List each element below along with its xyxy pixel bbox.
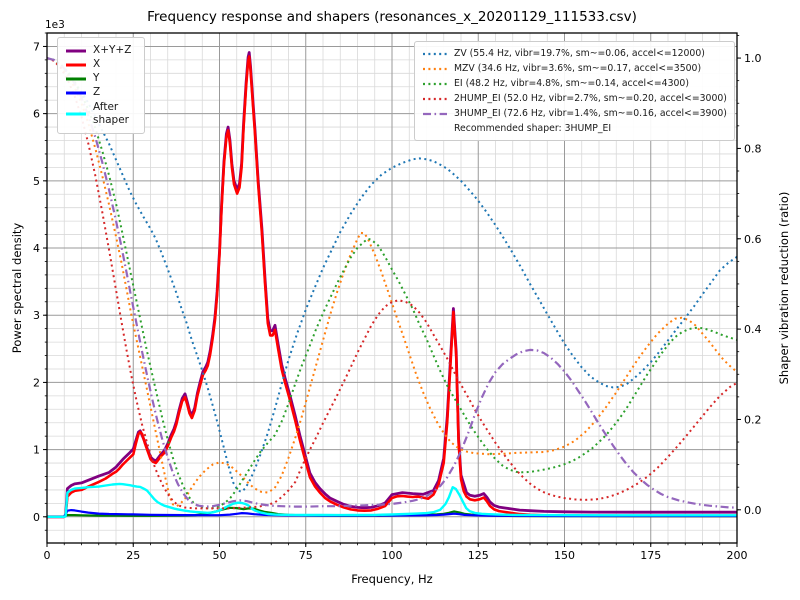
- legend-item-label: MZV (34.6 Hz, vibr=3.6%, sm~=0.17, accel…: [454, 62, 702, 74]
- y-left-offset-text: 1e3: [45, 19, 65, 31]
- legend-item: Y: [65, 72, 137, 85]
- svg-text:150: 150: [554, 549, 575, 562]
- svg-text:7: 7: [33, 40, 40, 53]
- legend-item: X+Y+Z: [65, 44, 137, 57]
- svg-text:0.6: 0.6: [744, 233, 762, 246]
- legend-line-sample-icon: [423, 82, 447, 85]
- series-2hump_ei: [47, 57, 737, 510]
- legend-item: ZV (55.4 Hz, vibr=19.7%, sm~=0.06, accel…: [422, 46, 727, 61]
- legend-item-label: ZV (55.4 Hz, vibr=19.7%, sm~=0.06, accel…: [454, 47, 705, 59]
- svg-text:4: 4: [33, 242, 40, 255]
- recommended-shaper-label: Recommended shaper: 3HUMP_EI: [454, 123, 612, 134]
- legend-line-sample-icon: [423, 67, 447, 70]
- legend-item: MZV (34.6 Hz, vibr=3.6%, sm~=0.17, accel…: [422, 61, 727, 76]
- svg-text:50: 50: [213, 549, 227, 562]
- chart-title: Frequency response and shapers (resonanc…: [147, 9, 637, 25]
- axis-ticks: 0 25 50 75 100 125 150 175 200 0 1 2 3 4 5 6 7 0.0 0.2 0.4 0…: [33, 32, 762, 562]
- legend-item: 3HUMP_EI (72.6 Hz, vibr=1.4%, sm~=0.16, …: [422, 106, 727, 121]
- legend-line-sample-icon: [66, 91, 86, 95]
- svg-text:0.2: 0.2: [744, 413, 762, 426]
- svg-text:2: 2: [33, 376, 40, 389]
- shaper-legend: ZV (55.4 Hz, vibr=19.7%, sm~=0.06, accel…: [414, 41, 735, 141]
- legend-item: 2HUMP_EI (52.0 Hz, vibr=2.7%, sm~=0.20, …: [422, 91, 727, 106]
- legend-item: EI (48.2 Hz, vibr=4.8%, sm~=0.14, accel<…: [422, 76, 727, 91]
- legend-line-sample-icon: [66, 112, 86, 116]
- x-axis-label: Frequency, Hz: [351, 572, 433, 586]
- legend-line-sample-icon: [423, 112, 447, 115]
- legend-item: X: [65, 58, 137, 71]
- svg-text:5: 5: [33, 175, 40, 188]
- legend-item-label: X: [93, 58, 101, 71]
- grid-minor: [47, 32, 737, 543]
- series-ei: [47, 57, 737, 510]
- legend-item-label: X+Y+Z: [93, 44, 132, 56]
- legend-item-label: EI (48.2 Hz, vibr=4.8%, sm~=0.14, accel<…: [454, 77, 689, 89]
- series-zv: [47, 57, 737, 493]
- series-after-shaper: [47, 482, 737, 518]
- legend-item: After shaper: [65, 101, 137, 127]
- svg-text:25: 25: [126, 549, 140, 562]
- y-right-axis-label: Shaper vibration reduction (ratio): [777, 191, 791, 385]
- legend-line-sample-icon: [66, 63, 86, 67]
- legend-line-sample-icon: [66, 77, 86, 81]
- svg-text:6: 6: [33, 108, 40, 121]
- series-x: [47, 55, 737, 519]
- legend-line-sample-icon: [423, 97, 447, 100]
- legend-item-label: 2HUMP_EI (52.0 Hz, vibr=2.7%, sm~=0.20, …: [454, 92, 727, 104]
- svg-text:0.8: 0.8: [744, 142, 762, 155]
- legend-item-label: 3HUMP_EI (72.6 Hz, vibr=1.4%, sm~=0.16, …: [454, 107, 727, 119]
- legend-line-sample-icon: [423, 52, 447, 55]
- svg-text:175: 175: [640, 549, 661, 562]
- svg-text:100: 100: [382, 549, 403, 562]
- legend-line-sample-icon: [66, 49, 86, 53]
- psd-legend: X+Y+Z X Y Z After shaper: [57, 37, 145, 134]
- curves: [47, 51, 737, 519]
- svg-text:125: 125: [468, 549, 489, 562]
- svg-text:200: 200: [727, 549, 748, 562]
- legend-item-label: After shaper: [93, 100, 130, 126]
- svg-text:0: 0: [33, 511, 40, 524]
- svg-text:1.0: 1.0: [744, 52, 762, 65]
- svg-text:0.0: 0.0: [744, 504, 762, 517]
- svg-text:3: 3: [33, 309, 40, 322]
- svg-text:75: 75: [299, 549, 313, 562]
- series-3hump_ei: [47, 57, 737, 509]
- legend-item-label: Y: [93, 72, 100, 85]
- y-left-axis-label: Power spectral density: [10, 222, 24, 354]
- svg-text:0: 0: [44, 549, 51, 562]
- svg-text:1: 1: [33, 444, 40, 457]
- legend-item-label: Z: [93, 86, 101, 99]
- svg-text:0.4: 0.4: [744, 323, 762, 336]
- legend-item: Z: [65, 86, 137, 99]
